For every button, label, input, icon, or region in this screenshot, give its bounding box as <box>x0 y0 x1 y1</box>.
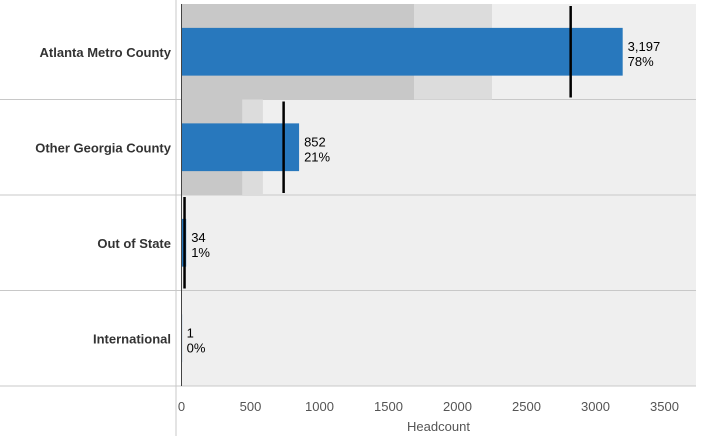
x-tick-label: 1500 <box>374 399 403 414</box>
value-label: 3,197 <box>628 39 661 54</box>
percent-label: 78% <box>628 54 654 69</box>
category-label: International <box>93 331 171 346</box>
value-label: 1 <box>187 325 194 340</box>
category-label: Out of State <box>97 236 171 251</box>
x-axis-title: Headcount <box>407 419 470 434</box>
category-label: Other Georgia County <box>35 140 172 155</box>
percent-label: 21% <box>304 149 330 164</box>
bar-1 <box>181 123 300 172</box>
value-label: 852 <box>304 134 326 149</box>
x-tick-label: 2000 <box>443 399 472 414</box>
x-tick-label: 0 <box>178 399 185 414</box>
value-label: 34 <box>191 230 205 245</box>
x-tick-label: 1000 <box>305 399 334 414</box>
x-tick-label: 500 <box>240 399 262 414</box>
bar-0 <box>181 27 623 76</box>
x-tick-label: 3000 <box>581 399 610 414</box>
percent-label: 1% <box>191 245 210 260</box>
x-tick-label: 2500 <box>512 399 541 414</box>
percent-label: 0% <box>187 340 206 355</box>
category-label: Atlanta Metro County <box>40 45 172 60</box>
x-tick-label: 3500 <box>650 399 679 414</box>
